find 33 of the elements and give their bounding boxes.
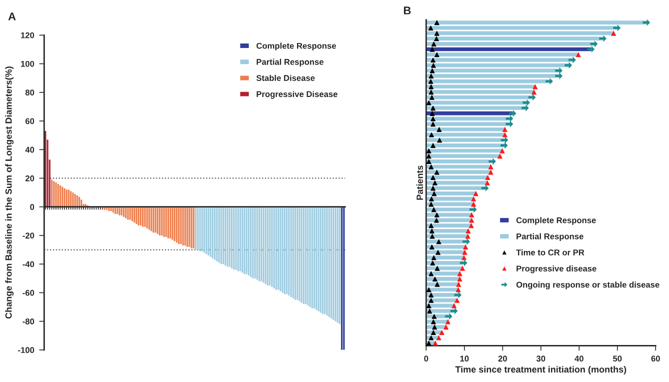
x-tick-label: 30 [536, 356, 546, 362]
y-tick-label: -80 [22, 318, 34, 324]
x-axis-title: Time since treatment initiation (months) [455, 366, 626, 374]
y-tick-label: 100 [21, 60, 34, 67]
legend-label: Stable Disease [256, 74, 315, 81]
x-tick-label: 20 [498, 356, 507, 362]
x-tick-label: 0 [424, 356, 428, 362]
y-tick-label: -60 [22, 290, 34, 296]
x-tick-label: 60 [651, 356, 660, 362]
legend-label: Progressive disease [516, 265, 596, 274]
chart-title: B [404, 6, 411, 14]
legend-label: Progressive Disease [256, 90, 338, 99]
x-tick-label: 50 [613, 356, 622, 362]
legend-label: Time to CR or PR [516, 249, 584, 256]
y-tick-label: 80 [25, 90, 34, 96]
y-axis-title: Patients [416, 166, 423, 200]
legend-label: Complete Response [516, 217, 596, 225]
y-tick-label: 60 [25, 118, 34, 124]
y-tick-label: 20 [25, 175, 34, 182]
legend-label: Partial Response [516, 233, 584, 241]
y-tick-label: 120 [21, 32, 34, 38]
x-tick-label: 40 [574, 356, 584, 362]
y-tick-label: -20 [22, 232, 34, 239]
chart-title: A [8, 12, 16, 20]
y-tick-label: -100 [18, 347, 34, 354]
y-axis-title: Change from Baseline in the Sum of Longest Diameters(%) [5, 66, 14, 319]
y-tick-label: -40 [22, 261, 34, 268]
y-tick-label: 40 [25, 146, 34, 153]
legend-label: Ongoing response or stable disease [516, 282, 660, 290]
legend-label: Complete Response [256, 42, 336, 50]
x-tick-label: 10 [460, 356, 469, 362]
y-tick-label: 0 [30, 204, 34, 210]
legend-label: Partial Response [256, 58, 324, 67]
